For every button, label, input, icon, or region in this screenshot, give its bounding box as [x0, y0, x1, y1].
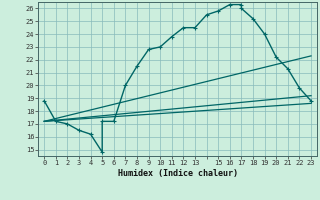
X-axis label: Humidex (Indice chaleur): Humidex (Indice chaleur)	[118, 169, 238, 178]
